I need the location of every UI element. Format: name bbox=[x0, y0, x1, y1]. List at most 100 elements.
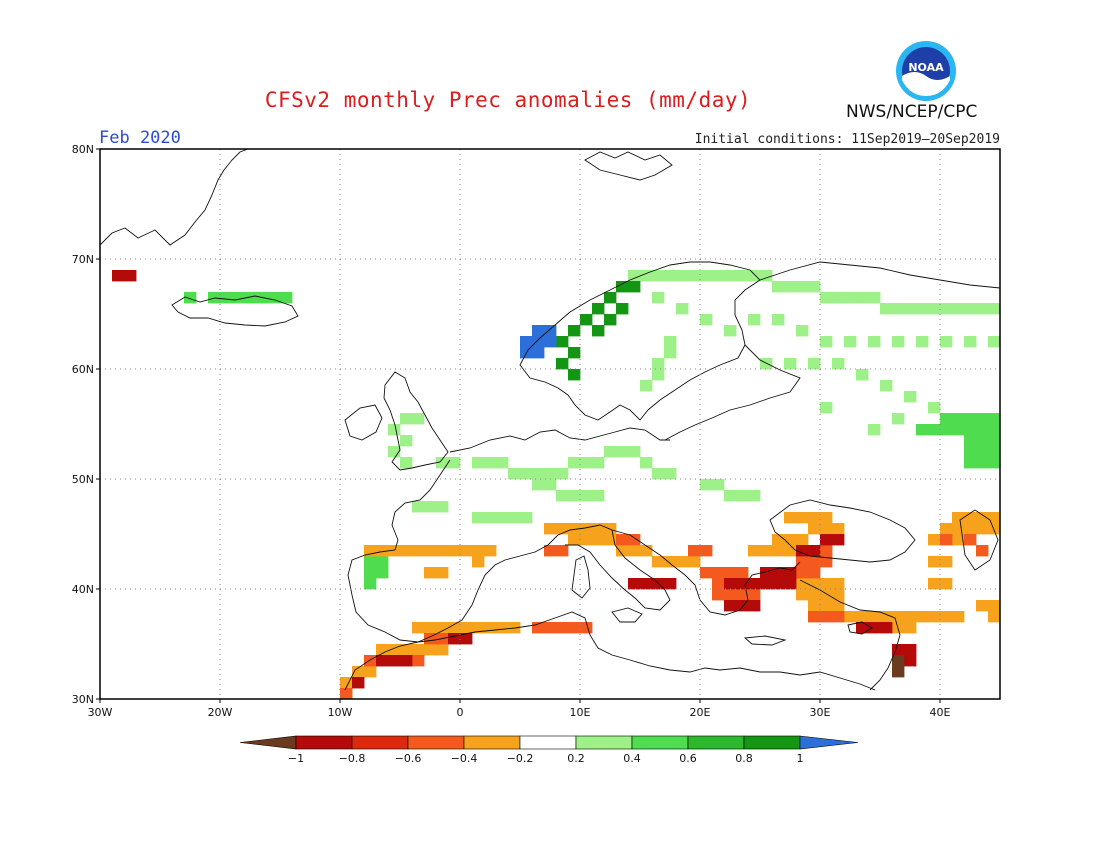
anomaly-cell bbox=[484, 622, 497, 634]
anomaly-cell bbox=[808, 556, 821, 568]
lon-tick-label: 10W bbox=[328, 706, 353, 719]
anomaly-cell bbox=[448, 545, 461, 557]
noaa-logo-icon: NOAA bbox=[896, 41, 956, 101]
anomaly-cell bbox=[604, 534, 617, 546]
anomaly-cell bbox=[472, 556, 485, 568]
anomaly-cell bbox=[592, 534, 605, 546]
anomaly-cell bbox=[748, 600, 761, 612]
anomaly-cell bbox=[376, 644, 389, 656]
anomaly-cell bbox=[580, 457, 593, 469]
lat-tick-label: 30N bbox=[72, 693, 94, 706]
anomaly-cell bbox=[232, 292, 245, 304]
anomaly-cell bbox=[892, 413, 905, 425]
anomaly-cell bbox=[928, 424, 941, 436]
anomaly-cell bbox=[988, 600, 1000, 612]
anomaly-cell bbox=[952, 523, 965, 535]
anomaly-cell bbox=[652, 358, 665, 370]
anomaly-cell bbox=[628, 281, 641, 293]
anomaly-cell bbox=[496, 512, 509, 524]
anomaly-cell bbox=[652, 556, 665, 568]
forecast-month: Feb 2020 bbox=[99, 128, 181, 148]
anomaly-cell bbox=[988, 512, 1000, 524]
anomaly-cell bbox=[904, 391, 917, 403]
anomaly-cell bbox=[820, 402, 833, 414]
anomaly-cell bbox=[640, 380, 653, 392]
anomaly-cell bbox=[388, 655, 401, 667]
anomaly-cell bbox=[844, 611, 857, 623]
anomaly-cell bbox=[460, 545, 473, 557]
anomaly-cell bbox=[616, 446, 629, 458]
anomaly-cell bbox=[784, 281, 797, 293]
anomaly-cell bbox=[772, 281, 785, 293]
anomaly-cell bbox=[424, 545, 437, 557]
anomaly-cell bbox=[760, 545, 773, 557]
anomaly-cell bbox=[844, 292, 857, 304]
anomaly-cell bbox=[880, 303, 893, 315]
anomaly-cell bbox=[556, 490, 569, 502]
anomaly-cell bbox=[892, 611, 905, 623]
anomaly-cell bbox=[496, 622, 509, 634]
anomaly-cell bbox=[676, 270, 689, 282]
anomaly-cell bbox=[940, 413, 953, 425]
anomaly-cell bbox=[376, 556, 389, 568]
anomaly-cell bbox=[568, 622, 581, 634]
anomaly-cell bbox=[988, 435, 1000, 447]
anomaly-cell bbox=[724, 270, 737, 282]
anomaly-cell bbox=[736, 589, 749, 601]
anomaly-cell bbox=[928, 303, 941, 315]
anomaly-cell bbox=[796, 512, 809, 524]
anomaly-cell bbox=[964, 336, 977, 348]
anomaly-cell bbox=[976, 545, 989, 557]
anomaly-cell bbox=[796, 325, 809, 337]
anomaly-cell bbox=[724, 589, 737, 601]
anomaly-cell bbox=[484, 457, 497, 469]
anomaly-cell bbox=[364, 567, 377, 579]
anomaly-cell bbox=[880, 380, 893, 392]
anomaly-cell bbox=[544, 468, 557, 480]
anomaly-cell bbox=[952, 534, 965, 546]
anomaly-cell bbox=[784, 567, 797, 579]
anomaly-cell bbox=[808, 281, 821, 293]
anomaly-cell bbox=[952, 413, 965, 425]
anomaly-cell bbox=[784, 545, 797, 557]
anomaly-cell bbox=[208, 292, 221, 304]
anomaly-cell bbox=[592, 303, 605, 315]
anomaly-cell bbox=[496, 457, 509, 469]
anomaly-cell bbox=[400, 655, 413, 667]
anomaly-cell bbox=[412, 622, 425, 634]
colorbar-swatch bbox=[575, 735, 633, 750]
anomaly-cell bbox=[832, 523, 845, 535]
anomaly-cell bbox=[748, 578, 761, 590]
anomaly-cell bbox=[556, 523, 569, 535]
anomaly-region bbox=[340, 512, 1000, 699]
anomaly-cell bbox=[688, 270, 701, 282]
anomaly-cell bbox=[424, 633, 437, 645]
anomaly-cell bbox=[784, 578, 797, 590]
anomaly-cell bbox=[844, 336, 857, 348]
anomaly-cell bbox=[652, 369, 665, 381]
lat-tick-label: 80N bbox=[72, 143, 94, 156]
anomaly-cell bbox=[532, 622, 545, 634]
colorbar-label: 1 bbox=[797, 752, 804, 765]
anomaly-cell bbox=[964, 523, 977, 535]
colorbar-swatch bbox=[743, 735, 801, 750]
anomaly-cell bbox=[988, 446, 1000, 458]
colorbar-label: 0.6 bbox=[679, 752, 697, 765]
anomaly-cell bbox=[892, 336, 905, 348]
anomaly-cell bbox=[544, 545, 557, 557]
anomaly-cell bbox=[988, 424, 1000, 436]
anomaly-cell bbox=[400, 413, 413, 425]
anomaly-cell bbox=[412, 501, 425, 513]
anomaly-cell bbox=[832, 578, 845, 590]
anomaly-cell bbox=[856, 292, 869, 304]
anomaly-cell bbox=[640, 545, 653, 557]
anomaly-cell bbox=[928, 534, 941, 546]
anomaly-cell bbox=[664, 556, 677, 568]
anomaly-cell bbox=[796, 556, 809, 568]
anomaly-cell bbox=[604, 314, 617, 326]
anomaly-cell bbox=[820, 545, 833, 557]
anomaly-cell bbox=[760, 270, 773, 282]
anomaly-cell bbox=[772, 545, 785, 557]
anomaly-cell bbox=[928, 611, 941, 623]
anomaly-cell bbox=[976, 457, 989, 469]
